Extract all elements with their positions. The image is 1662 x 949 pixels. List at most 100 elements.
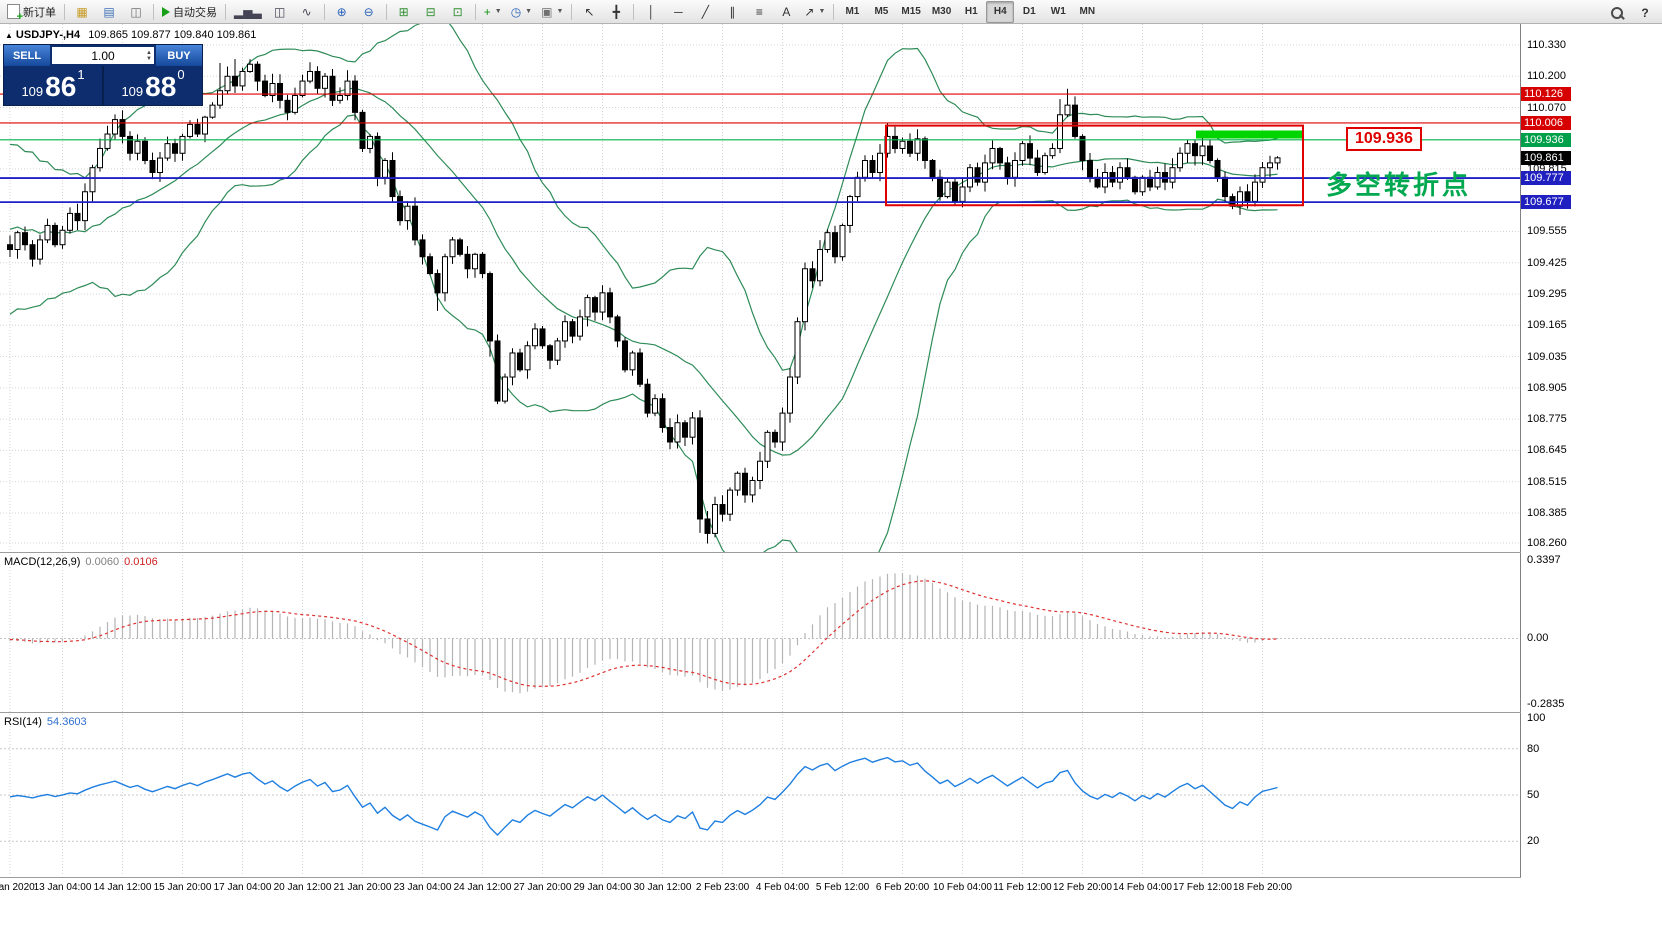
charts-button[interactable]: ▦ [69,1,95,23]
zoom-out-button[interactable]: ⊖ [356,1,382,23]
candlestick-chart-button[interactable]: ◫ [267,1,293,23]
price-callout-label[interactable]: 109.936 [1346,127,1422,151]
macd-signal-value: 0.0106 [124,556,158,568]
toolbar-separator [385,3,387,20]
channel-button[interactable]: ∥ [719,1,745,23]
tf-m5-button[interactable]: M5 [867,1,895,23]
trendline-button[interactable]: ╱ [692,1,718,23]
volume-value: 1.00 [91,48,115,63]
sell-button[interactable]: SELL [4,45,50,66]
zoom-in-button[interactable]: ⊕ [329,1,355,23]
dropdown-arrow-icon: ▼ [525,8,533,15]
time-axis-label[interactable]: 14 Feb 04:00 [1113,882,1172,893]
time-axis-label[interactable]: 13 Jan 04:00 [33,882,92,893]
search-button[interactable] [1604,2,1630,24]
volume-input[interactable]: 1.00 ▲ ▼ [52,47,154,64]
add-indicator-button[interactable]: + ▼ [480,1,506,23]
arrange-vertical-button[interactable]: ⊡ [445,1,471,23]
time-axis-label[interactable]: 6 Feb 20:00 [875,882,930,893]
symbol-period-label: USDJPY-,H4 [15,29,81,41]
line-chart-button[interactable]: ∿ [294,1,320,23]
time-axis-label[interactable]: 24 Jan 12:00 [453,882,512,893]
time-axis-label[interactable]: 2 Feb 23:00 [695,882,750,893]
tf-d1-button[interactable]: D1 [1015,1,1043,23]
tf-h1-button[interactable]: H1 [957,1,985,23]
pane-separator[interactable] [0,712,1521,713]
time-axis-label[interactable]: 29 Jan 04:00 [573,882,632,893]
data-window-button[interactable]: ◫ [123,1,149,23]
fibonacci-button[interactable]: ≡ [746,1,772,23]
price-scale-label: 109.295 [1527,288,1567,301]
macd-scale-label: 0.3397 [1527,554,1561,566]
horizontal-line-button[interactable]: ─ [665,1,691,23]
time-axis-label[interactable]: 18 Feb 20:00 [1233,882,1292,893]
bar-chart-button[interactable]: ▂▅▃ [230,1,266,23]
tf-w1-button[interactable]: W1 [1044,1,1072,23]
time-axis-label[interactable]: 14 Jan 12:00 [93,882,152,893]
tile-windows-button[interactable]: ⊞ [391,1,417,23]
help-pointer-button[interactable]: ? [1632,2,1658,24]
sell-price[interactable]: 109 86 1 [4,66,102,105]
time-axis-label[interactable]: 10 Feb 04:00 [933,882,992,893]
price-scale-label: 109.425 [1527,256,1567,269]
time-axis-label[interactable]: 23 Jan 04:00 [393,882,452,893]
time-axis-label[interactable]: 17 Feb 12:00 [1173,882,1232,893]
time-axis-label[interactable]: 27 Jan 20:00 [513,882,572,893]
price-scale-label: 108.775 [1527,413,1567,426]
toolbar-right: ? [1604,2,1658,24]
time-axis-label[interactable]: 15 Jan 20:00 [153,882,212,893]
volume-up-icon[interactable]: ▲ [146,49,152,56]
profiles-button[interactable]: ▤ [96,1,122,23]
chart-area[interactable]: 110.330 110.200 110.126 110.070 110.006 109.9… [0,24,1662,949]
dropdown-arrow-icon: ▼ [556,8,564,15]
volume-spinner[interactable]: ▲ ▼ [146,47,152,64]
oneclick-collapse-arrow-icon[interactable]: ▲ [5,31,13,40]
buy-price-sup: 0 [177,67,185,82]
arrange-vertical-icon: ⊡ [452,4,463,19]
toolbar-separator [64,3,65,20]
volume-down-icon[interactable]: ▼ [146,55,152,62]
cursor-button[interactable]: ↖ [576,1,602,23]
arrange-horizontal-button[interactable]: ⊟ [418,1,444,23]
time-axis-label[interactable]: 9 Jan 2020 [0,882,35,893]
price-scale-label: 109.035 [1527,350,1567,363]
time-axis-label[interactable]: 20 Jan 12:00 [273,882,332,893]
toolbar-separator [633,3,635,20]
text-button[interactable]: A [773,1,799,23]
arrows-button[interactable]: ↗ ▼ [800,1,829,23]
tf-m30-button[interactable]: M30 [927,1,956,23]
price-scale-label: 110.200 [1527,70,1566,83]
time-axis-label[interactable]: 12 Feb 20:00 [1053,882,1112,893]
buy-price[interactable]: 109 88 0 [104,66,202,105]
toolbar-separator [474,3,476,20]
horizontal-line-icon: ─ [674,4,683,19]
time-axis-label[interactable]: 5 Feb 12:00 [815,882,870,893]
autotrading-button[interactable]: 自动交易 [158,1,221,23]
pane-separator [0,877,1521,878]
crosshair-button[interactable]: ╋ [603,1,629,23]
turning-point-label[interactable]: 多空转折点 [1326,170,1472,200]
templates-button[interactable]: ▣ ▼ [537,1,567,23]
tf-h1-button-label: H1 [964,6,978,17]
time-axis-label[interactable]: 11 Feb 12:00 [993,882,1052,893]
tf-m30-button-label: M30 [931,6,952,17]
periods-button[interactable]: ◷ ▼ [507,1,536,23]
new-order-button[interactable]: + 新订单 [3,1,60,23]
chart-canvas[interactable] [0,24,1662,949]
time-axis-label[interactable]: 4 Feb 04:00 [755,882,810,893]
price-axis-border [1520,24,1521,878]
vertical-line-button[interactable]: │ [638,1,664,23]
time-axis-label[interactable]: 30 Jan 12:00 [633,882,692,893]
tf-m15-button[interactable]: M15 [896,1,925,23]
tf-w1-button-label: W1 [1050,6,1066,17]
periods-icon: ◷ [510,4,522,19]
time-axis-label[interactable]: 21 Jan 20:00 [333,882,392,893]
time-axis-label[interactable]: 17 Jan 04:00 [213,882,272,893]
pane-separator[interactable] [0,552,1521,553]
cursor-icon: ↖ [584,4,595,19]
tf-h4-button[interactable]: H4 [986,0,1015,23]
tf-m1-button[interactable]: M1 [838,1,866,23]
tf-mn-button[interactable]: MN [1073,1,1101,23]
buy-button[interactable]: BUY [156,45,202,66]
line-chart-icon: ∿ [301,4,312,19]
